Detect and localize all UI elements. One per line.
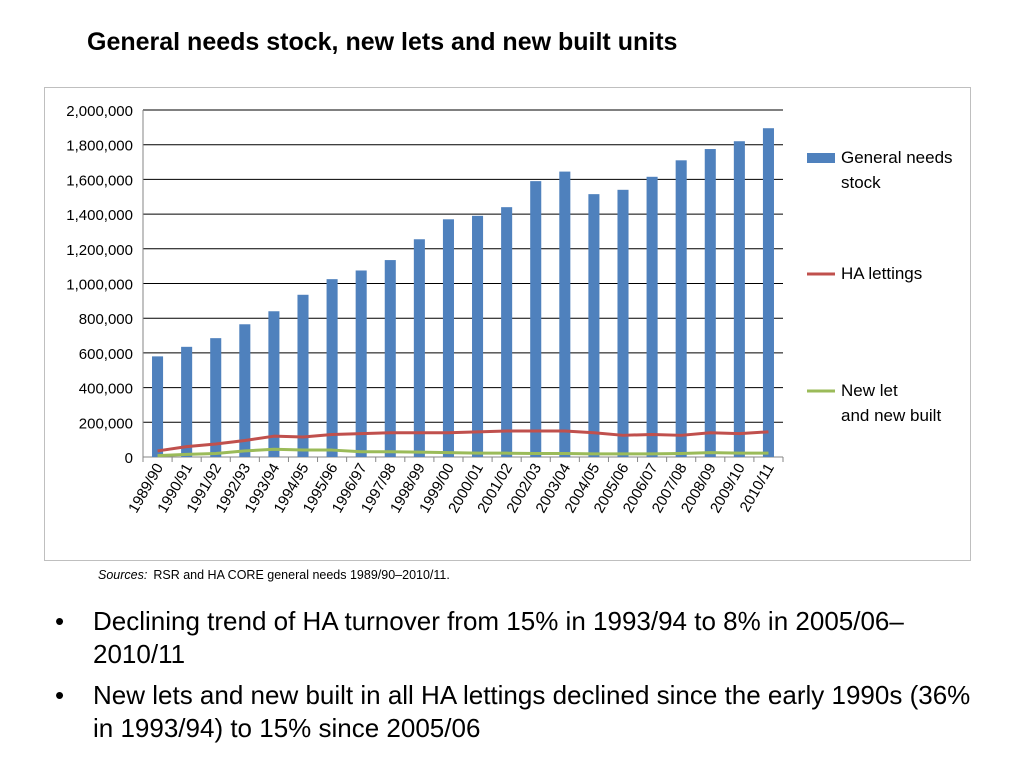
bullet-text: New lets and new built in all HA letting… [93, 680, 971, 743]
legend-label-line: General needs [841, 148, 953, 167]
bar [152, 356, 164, 457]
bullet-list: • Declining trend of HA turnover from 15… [55, 605, 975, 753]
y-tick-label: 2,000,000 [66, 103, 133, 120]
slide-title: General needs stock, new lets and new bu… [87, 28, 678, 56]
bar [413, 239, 425, 457]
bar [588, 194, 600, 457]
series-line [157, 429, 769, 453]
y-tick-label: 1,800,000 [66, 138, 133, 155]
legend-label: HA lettings [841, 264, 922, 283]
chart-frame: 0 200,000 400,000 600,000 800,000 1,000,000 1,… [44, 87, 971, 561]
y-tick-label: 200,000 [79, 415, 133, 432]
legend-label-line: HA lettings [841, 264, 922, 283]
bar [355, 270, 367, 457]
series-line [157, 447, 769, 458]
bar [268, 311, 280, 457]
bar [762, 128, 774, 457]
bar [559, 171, 571, 457]
y-tick-label: 800,000 [79, 311, 133, 328]
y-tick-label: 400,000 [79, 381, 133, 398]
bar [704, 149, 716, 457]
bar [646, 176, 658, 458]
sources-label: Sources: [98, 568, 148, 582]
y-tick-label: 0 [125, 450, 133, 467]
bar [442, 219, 454, 457]
sources-note: Sources: RSR and HA CORE general needs 19… [98, 568, 450, 582]
bar [384, 260, 396, 457]
legend-label-line: New let [841, 381, 898, 400]
legend-label-line: stock [841, 173, 881, 192]
y-tick-label: 1,600,000 [66, 172, 133, 189]
bar [210, 338, 222, 457]
bar [239, 324, 251, 457]
bullet-item: • New lets and new built in all HA letti… [55, 679, 975, 745]
bar [181, 346, 193, 457]
legend-label: General needs stock [841, 148, 953, 192]
bar [530, 181, 542, 457]
y-tick-label: 1,000,000 [66, 277, 133, 294]
y-tick-label: 1,400,000 [66, 207, 133, 224]
legend-label-line: and new built [841, 406, 941, 425]
sources-text: RSR and HA CORE general needs 1989/90–20… [153, 568, 450, 582]
bullet-dot: • [55, 606, 65, 636]
bar [501, 207, 513, 457]
bar [733, 141, 745, 458]
y-tick-label: 600,000 [79, 346, 133, 363]
bar [675, 160, 687, 457]
bar [326, 279, 338, 457]
legend-swatch [807, 153, 835, 163]
chart-svg: 0 200,000 400,000 600,000 800,000 1,000,000 1,… [66, 103, 953, 516]
legend-label: New let and new built [841, 381, 941, 425]
bullet-text: Declining trend of HA turnover from 15% … [93, 606, 904, 669]
bullet-dot: • [55, 680, 65, 710]
bar [297, 294, 309, 457]
y-tick-label: 1,200,000 [66, 242, 133, 259]
bar [617, 189, 629, 457]
bar [472, 215, 484, 457]
bullet-item: • Declining trend of HA turnover from 15… [55, 605, 975, 671]
